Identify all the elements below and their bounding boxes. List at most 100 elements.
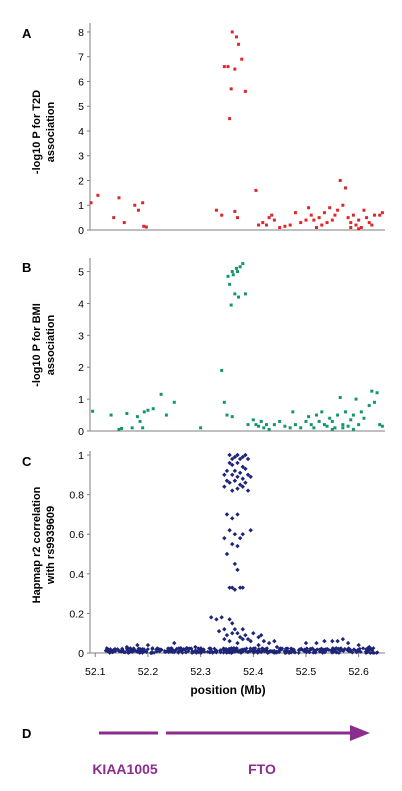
panel-b-data-point [341,426,345,430]
panel-c-data-point [272,638,277,644]
panel-b-data-point [257,424,261,428]
panel-b-data-point [164,413,168,417]
panel-c-data-point [222,535,227,541]
panel-c-data-point [240,464,245,470]
panel-b-letter: B [22,260,31,275]
panel-c-baseline-point [115,647,120,652]
panel-c-data-point [227,585,232,590]
panel-a-data-point [309,213,313,217]
panel-a-data-point [372,213,376,217]
panel-a-data-point [272,218,276,222]
panel-c-baseline-point [176,650,181,655]
panel-b-data-point [293,423,297,427]
panel-b-data-point [225,413,229,417]
panel-c-data-point [232,468,238,474]
panel-b-data-point [304,419,308,423]
panel-c-data-point [224,468,230,474]
panel-c-baseline-point [237,648,242,653]
panel-c-baseline-point [347,647,352,652]
panel-c-baseline-point [331,648,336,653]
panel-b-ylabel-line2: association [45,314,57,375]
panel-c-baseline-point [374,650,379,655]
panel-a-y-tick-label: 8 [78,27,84,39]
panel-b-data-point [151,407,155,411]
panel-a-data-point [243,89,247,93]
panel-c-baseline-point [131,646,136,651]
panel-a-data-point [112,216,116,220]
panel-a-data-point [380,211,384,215]
panel-c-data-point [224,478,230,483]
panel-b-data-point [283,424,287,428]
panel-c-baseline-point [193,648,198,653]
panel-a-y-tick-label: 2 [78,175,84,187]
panel-c-data-point [243,480,248,485]
panel-c-baseline-point [290,647,295,652]
panel-c-baseline-point [298,647,303,652]
panel-b-data-point [264,423,268,427]
panel-a-data-point [307,206,311,210]
panel-c-data-point [345,640,351,646]
panel-c-data-point [256,642,261,648]
panel-c-baseline-point [107,650,112,655]
panel-c-letter: C [22,454,32,469]
panel-a-data-point [220,213,224,217]
panel-a-data-point [325,221,329,225]
panel-b-data-point [351,427,355,431]
panel-c-baseline-point [365,646,370,651]
panel-b-y-tick-label: 1 [78,394,84,406]
panel-c-data-point [235,631,240,636]
panel-c-baseline-point [178,646,183,651]
panel-c-baseline-point [265,650,270,655]
panel-b-data-point [346,424,350,428]
panel-c-baseline-point [210,649,215,654]
panel-c-data-point [230,488,235,493]
panel-a-y-tick-label: 7 [78,52,84,64]
panel-a-data-point [267,216,271,220]
panel-c-data-point [248,638,253,644]
panel-a-data-point [133,203,137,207]
panel-c-baseline-point [229,646,234,651]
panel-c-baseline-point [168,646,173,651]
panel-c-data-point [251,631,256,636]
panel-a-data-point [230,30,234,34]
panel-b-data-point [299,426,303,430]
panel-c-baseline-point [333,646,338,651]
panel-b-data-point [233,292,237,296]
panel-c-baseline-point [345,647,350,652]
panel-c-baseline-point [201,649,206,654]
panel-b-data-point [229,303,233,307]
panel-a-data-point [254,188,258,192]
panel-c-data-point [356,642,361,648]
panel-c-data-point [232,454,238,460]
kiaa1005-gene-label: KIAA1005 [92,761,158,777]
panel-c-data-point [322,638,327,644]
panel-c-data-point [243,452,248,458]
panel-a-data-point [222,65,226,69]
panel-c-data-point [235,460,240,466]
panel-b-data-point [228,282,232,286]
panel-c-baseline-point [155,646,160,651]
panel-c-data-point [240,636,245,642]
panel-b-data-point [172,400,176,404]
panel-c-baseline-point [125,648,130,653]
x-axis-tick-label: 52.5 [296,666,317,678]
panel-a-data-point [141,201,145,205]
panel-b-y-tick-label: 0 [78,426,84,438]
panel-b-data-point [291,410,295,414]
panel-b-data-point [230,270,234,274]
panel-b-data-point [251,418,255,422]
panel-c-data-point [261,638,267,644]
panel-c-baseline-point [183,647,188,652]
panel-c-data-point [256,634,261,640]
panel-c-baseline-point [136,646,141,651]
panel-c-data-point [266,640,272,646]
panel-a-letter: A [22,26,32,41]
panel-a-data-point [136,208,140,212]
panel-c-data-point [232,532,238,537]
panel-b-points [91,262,384,431]
panel-c-baseline-point [205,649,210,654]
panel-c-baseline-point [221,650,226,655]
panel-c-baseline-point [180,650,185,655]
panel-c-data-point [340,636,346,642]
panel-b-ylabel-line1: -log10 P for BMI [31,303,43,387]
